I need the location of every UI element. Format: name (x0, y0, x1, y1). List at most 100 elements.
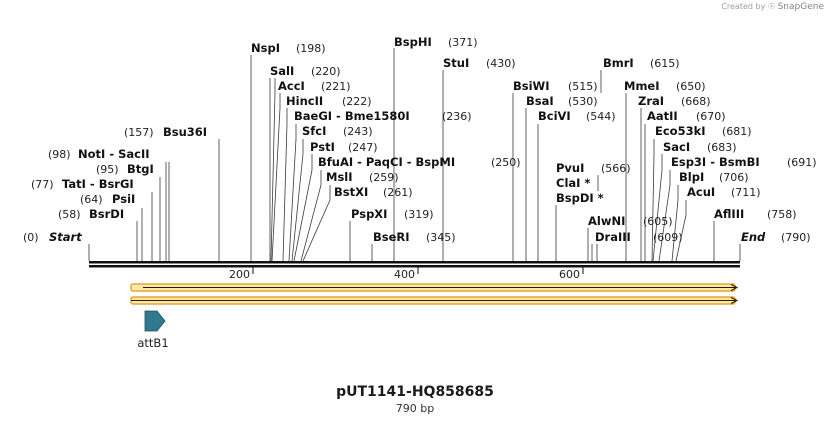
orf-arrow-line (131, 297, 739, 304)
enzyme-name[interactable]: ClaI * (556, 176, 590, 190)
enzyme-name[interactable]: BfuAI - PaqCI - BspMI (318, 155, 455, 169)
enzyme-site[interactable]: AccI (221) (278, 79, 351, 93)
enzyme-position: (670) (696, 110, 726, 123)
enzyme-name[interactable]: SalI (270, 64, 294, 78)
enzyme-labels-left: (157) Bsu36I (98) NotI - SacII (95) BtgI (7… (31, 125, 207, 221)
enzyme-name[interactable]: BsiWI (513, 79, 550, 93)
enzyme-name[interactable]: AcuI (687, 185, 715, 199)
enzyme-site[interactable]: Eco53kI (681) (655, 124, 752, 138)
orf-bars (130, 283, 739, 305)
snapgene-watermark: Created by ☉ SnapGene (721, 2, 824, 12)
enzyme-name[interactable]: BsaI (526, 94, 554, 108)
enzyme-position: (345) (426, 231, 456, 244)
enzyme-position: (261) (383, 186, 413, 199)
enzyme-name[interactable]: PsiI (112, 192, 135, 206)
enzyme-site[interactable]: DraIII (609) (595, 230, 683, 244)
enzyme-site[interactable]: (98) NotI - SacII (48, 147, 150, 161)
enzyme-name[interactable]: BsrDI (89, 207, 124, 221)
enzyme-name[interactable]: TatI - BsrGI (62, 177, 134, 191)
feature-attB1[interactable]: attB1 (137, 310, 169, 350)
enzyme-site[interactable]: SalI (220) (270, 64, 341, 78)
enzyme-name[interactable]: AlwNI (588, 214, 625, 228)
attb1-arrow-icon[interactable] (144, 310, 166, 332)
enzyme-site[interactable]: AlwNI (605) (588, 214, 673, 228)
enzyme-name[interactable]: BlpI (679, 170, 704, 184)
enzyme-position: (683) (707, 141, 737, 154)
enzyme-site[interactable]: BsaI (530) (526, 94, 598, 108)
enzyme-site[interactable]: BmrI (615) (603, 56, 680, 70)
enzyme-site[interactable]: (95) BtgI (96, 162, 154, 176)
enzyme-site[interactable]: AatII (670) (647, 109, 726, 123)
enzyme-position: (650) (676, 80, 706, 93)
enzyme-name[interactable]: BstXI (334, 185, 368, 199)
enzyme-site[interactable]: HincII (222) (286, 94, 372, 108)
enzyme-site[interactable]: AcuI (711) (687, 185, 761, 199)
enzyme-name[interactable]: HincII (286, 94, 323, 108)
enzyme-name[interactable]: PstI (310, 140, 335, 154)
enzyme-name[interactable]: DraIII (595, 230, 631, 244)
enzyme-position: (430) (486, 57, 516, 70)
enzyme-name[interactable]: BtgI (127, 162, 154, 176)
enzyme-name[interactable]: AflIII (714, 207, 744, 221)
enzyme-name[interactable]: PspXI (351, 207, 387, 221)
enzyme-site[interactable]: PvuI (566) (556, 161, 631, 175)
enzyme-site[interactable]: AflIII (758) (714, 207, 797, 221)
enzyme-site[interactable]: SacI (683) (663, 140, 737, 154)
enzyme-site[interactable]: PstI (247) (310, 140, 378, 154)
enzyme-name[interactable]: BaeGI - Bme1580I (294, 109, 410, 123)
enzyme-name[interactable]: NspI (251, 41, 280, 55)
end-position: (790) (781, 231, 811, 244)
enzyme-site[interactable]: MmeI (650) (624, 79, 706, 93)
feature-label: attB1 (137, 336, 168, 350)
enzyme-site[interactable]: BfuAI - PaqCI - BspMI (250) (318, 155, 521, 169)
enzyme-site[interactable]: BseRI (345) (373, 230, 456, 244)
enzyme-site[interactable]: BsiWI (515) (513, 79, 598, 93)
enzyme-site[interactable]: Esp3I - BsmBI (691) (671, 155, 817, 169)
enzyme-name[interactable]: BciVI (538, 109, 571, 123)
enzyme-site[interactable]: NspI (198) (251, 41, 326, 55)
enzyme-site[interactable]: ClaI * (556, 176, 590, 190)
enzyme-position: (319) (404, 208, 434, 221)
enzyme-name[interactable]: BmrI (603, 56, 634, 70)
enzyme-name[interactable]: AccI (278, 79, 305, 93)
enzyme-name[interactable]: BseRI (373, 230, 410, 244)
enzyme-position: (706) (719, 171, 749, 184)
enzyme-site[interactable]: BspDI * (556, 191, 604, 205)
enzyme-name[interactable]: BspHI (394, 35, 432, 49)
enzyme-site[interactable]: BlpI (706) (679, 170, 749, 184)
enzyme-name[interactable]: StuI (443, 56, 469, 70)
orf-arrow-line (143, 284, 739, 291)
enzyme-name[interactable]: MslI (326, 170, 353, 184)
enzyme-site[interactable]: ZraI (668) (638, 94, 711, 108)
enzyme-name[interactable]: Eco53kI (655, 124, 706, 138)
enzyme-position: (77) (31, 178, 54, 191)
enzyme-name[interactable]: SacI (663, 140, 690, 154)
enzyme-name[interactable]: NotI - SacII (78, 147, 150, 161)
enzyme-name[interactable]: Bsu36I (163, 125, 207, 139)
enzyme-site[interactable]: StuI (430) (443, 56, 516, 70)
enzyme-site[interactable]: BaeGI - Bme1580I (236) (294, 109, 472, 123)
enzyme-position: (95) (96, 163, 119, 176)
enzyme-site[interactable]: BspHI (371) (394, 35, 478, 49)
enzyme-position: (615) (650, 57, 680, 70)
enzyme-site[interactable]: (64) PsiI (80, 192, 135, 206)
enzyme-position: (98) (48, 148, 71, 161)
enzyme-site[interactable]: BstXI (261) (334, 185, 413, 199)
enzyme-name[interactable]: SfcI (302, 124, 326, 138)
enzyme-name[interactable]: MmeI (624, 79, 660, 93)
enzyme-site[interactable]: SfcI (243) (302, 124, 373, 138)
enzyme-position: (222) (342, 95, 372, 108)
enzyme-name[interactable]: PvuI (556, 161, 584, 175)
enzyme-site[interactable]: BciVI (544) (538, 109, 616, 123)
enzyme-site[interactable]: (77) TatI - BsrGI (31, 177, 134, 191)
enzyme-name[interactable]: ZraI (638, 94, 664, 108)
snapgene-logo-icon: ☉ (767, 2, 776, 11)
enzyme-site[interactable]: (58) BsrDI (58, 207, 124, 221)
enzyme-site[interactable]: (157) Bsu36I (124, 125, 207, 139)
enzyme-name[interactable]: Esp3I - BsmBI (671, 155, 760, 169)
enzyme-site[interactable]: MslI (259) (326, 170, 399, 184)
enzyme-name[interactable]: AatII (647, 109, 678, 123)
enzyme-site[interactable]: PspXI (319) (351, 207, 434, 221)
enzyme-name[interactable]: BspDI * (556, 191, 604, 205)
